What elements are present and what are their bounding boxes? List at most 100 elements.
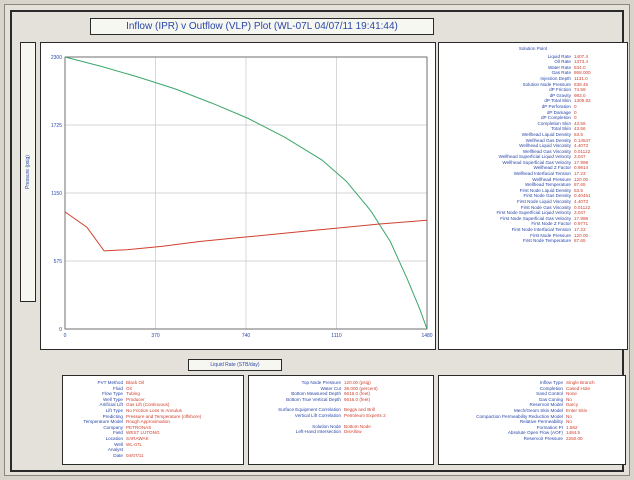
well-info-row-label: Left-Hand Intersection [295,429,341,435]
solution-row-value: 4.4073 [574,143,589,149]
reservoir-row-value: None [566,391,577,397]
solution-row: Completion Skin 43.56 [439,121,627,127]
solution-row: First Node Z Factor 0.9771 [439,221,627,227]
solution-row: Water Rate 534.0 [439,65,627,71]
pvt-row-value: Rough Approximation [126,419,170,425]
well-info-row-label: Water Cut [320,385,341,391]
solution-row: dP Friction 74.59 [439,87,627,93]
pvt-row-label: Well Type [102,396,123,402]
well-info-row-value: Bottom Node [344,423,371,429]
y-axis-label-box: Pressure (psig) [20,42,36,302]
well-info-row: Bottom True Vertical Depth 6616.0 (feet) [249,397,433,403]
y-tick-label: 575 [54,259,63,265]
pvt-info-list: PVT Method Black Oil Fluid Oil Flow Type Tubi… [63,380,243,458]
x-tick-label: 740 [242,333,251,339]
reservoir-row-value: 1484.5 [566,430,581,436]
solution-row: Wellhead Gas Viscosity 0.01122 [439,149,627,155]
pvt-row-label: Temperature Model [83,419,123,425]
pvt-row: Well Type Producer [63,397,243,403]
solution-row-value: 17.998 [574,215,589,221]
solution-row-value: 43.56 [574,126,586,132]
well-info-group-3: Solution Node Bottom Node Left-Hand Inters… [249,424,433,435]
x-axis-label: Liquid Rate (STB/day) [188,359,282,371]
pvt-row: Company PETRONAS [63,425,243,431]
solution-row: Wellhead Z Factor 0.9914 [439,165,627,171]
reservoir-row: Mech/Geom Skin Model Enter Skin [439,408,625,414]
reservoir-row: Formation PI 1.582 [439,425,625,431]
solution-row-label: dP Gravity [549,92,571,98]
well-info-group-2: Surface Equipment Correlation Beggs and B… [249,407,433,418]
solution-row: First Node Liquid Density 53.5 [439,188,627,194]
solution-row-label: First Node Pressure [530,232,571,238]
solution-row-label: First Node Superficial Liquid Velocity [496,210,571,216]
pvt-row: PVT Method Black Oil [63,380,243,386]
pvt-row-label: Fluid [113,385,123,391]
solution-point-panel: Solution Point Liquid Rate 1407.4 Oil Rate… [438,42,628,350]
reservoir-info-list: Inflow Type Single Branch Completion Cased … [439,380,625,442]
reservoir-row-value: No [566,413,572,419]
solution-row: First Node Gas Density 0.40451 [439,193,627,199]
y-tick-label: 2300 [51,55,62,61]
reservoir-row: Compaction Permeability Reduction Model N… [439,414,625,420]
reservoir-row-label: Relative Permeability [519,419,563,425]
solution-row: dP Total Skin 1309.93 [439,98,627,104]
pvt-row: Predicting Pressure and Temperature (offs… [63,414,243,420]
well-info-row-value: Petroleum Experts 2 [344,412,386,418]
solution-row-label: Liquid Rate [547,53,571,59]
reservoir-row: Absolute Open Flow (AOF) 1484.5 [439,430,625,436]
plot-panel[interactable]: 0 370 740 1110 1480 0 575 1150 1725 2300 [40,42,436,350]
vlp-curve [64,211,428,252]
well-info-row-label: Top Node Pressure [301,380,341,385]
solution-row-value: 53.5 [574,187,583,193]
x-tick-label: 0 [64,333,67,339]
solution-row-value: 1407.4 [574,53,589,59]
solution-row-value: 87.65 [574,182,586,188]
solution-row: Wellhead Interfacial Tension 17.23 [439,171,627,177]
solution-row-value: 4.4073 [574,199,589,205]
solution-row-label: dP Damage [546,109,571,115]
solution-row-value: 1309.93 [574,98,591,104]
pvt-row: Date 04/07/11 [63,453,243,459]
pvt-row-label: Predicting [102,413,123,419]
solution-row: Oil Rate 1373.4 [439,59,627,65]
solution-row-value: 0 [574,109,577,115]
well-info-row-value: DisAllow [344,429,362,435]
pvt-row-label: Lift Type [105,407,123,413]
well-info-panel: Top Node Pressure 120.00 (psig) Water Cut 3… [248,375,434,465]
solution-row-label: First Node Temperature [522,238,571,244]
solution-row-label: Solution Node Pressure [522,81,571,87]
solution-row-value: 638.45 [574,81,589,87]
pvt-row-value: 04/07/11 [126,452,144,458]
solution-row-label: First Node Gas Density [523,193,571,199]
solution-row-value: 0.01122 [574,204,591,210]
solution-row-label: First Node Liquid Density [519,187,571,193]
y-axis-label: Pressure (psig) [25,155,31,189]
solution-row-value: 17.998 [574,159,589,165]
solution-row-value: 120.00 [574,232,589,238]
reservoir-row: Gas Coning No [439,397,625,403]
solution-row-value: 3.047 [574,210,586,216]
solution-row-label: Wellhead Liquid Viscosity [519,143,571,149]
well-info-row: Water Cut 38.000 (percent) [249,386,433,392]
reservoir-row-label: Reservoir Model [529,402,563,408]
solution-point-heading: Solution Point [518,46,548,51]
well-info-row-value: 6616.0 (feet) [344,391,371,397]
ipr-vlp-chart[interactable]: 0 370 740 1110 1480 0 575 1150 1725 2300 [41,43,435,349]
well-info-row: Bottom Measured Depth 6616.0 (feet) [249,391,433,397]
solution-row: Total Skin 43.56 [439,126,627,132]
solution-row: dP Perforation 0 [439,104,627,110]
solution-row-value: 53.5 [574,131,583,137]
solution-row-label: Completion Skin [537,120,571,126]
solution-row-label: dP Perforation [541,103,571,109]
solution-row-value: 43.56 [574,120,586,126]
reservoir-row-label: Compaction Permeability Reduction Model [476,413,563,419]
pvt-row-label: Analyst [107,447,123,453]
solution-row-label: Injection Depth [540,75,571,81]
solution-row-label: Wellhead Z Factor [533,165,571,171]
solution-row-value: 0.9771 [574,221,589,227]
solution-row: First Node Superficial Liquid Velocity 3.… [439,210,627,216]
solution-row-value: 87.65 [574,238,586,244]
well-info-group-1: Top Node Pressure 120.00 (psig) Water Cut 3… [249,380,433,402]
solution-row-label: First Node Superficial Gas Velocity [500,215,571,221]
solution-row-value: 3.047 [574,154,586,160]
